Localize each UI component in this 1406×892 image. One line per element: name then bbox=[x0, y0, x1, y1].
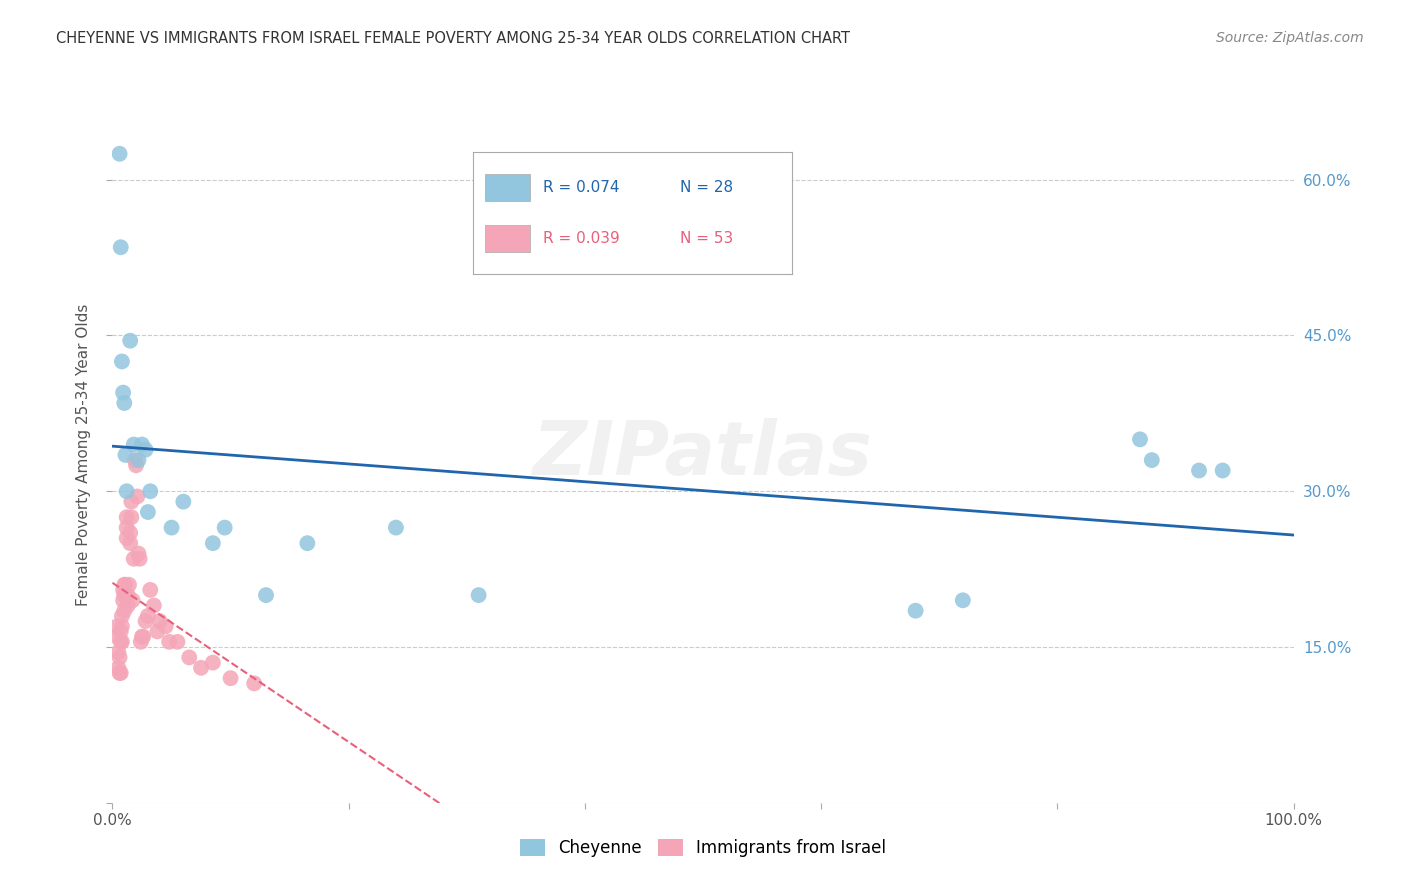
Point bbox=[243, 676, 266, 690]
Point bbox=[135, 442, 157, 457]
Point bbox=[108, 146, 131, 161]
Point bbox=[111, 619, 134, 633]
Point bbox=[120, 525, 142, 540]
Point bbox=[952, 593, 974, 607]
Point bbox=[136, 505, 159, 519]
Point bbox=[107, 661, 129, 675]
Legend: Cheyenne, Immigrants from Israel: Cheyenne, Immigrants from Israel bbox=[513, 832, 893, 864]
Point bbox=[127, 547, 149, 561]
Point bbox=[115, 510, 138, 524]
Point bbox=[112, 593, 135, 607]
Point bbox=[155, 619, 177, 633]
Point bbox=[121, 593, 143, 607]
Point bbox=[127, 453, 149, 467]
Point bbox=[110, 624, 132, 639]
Point bbox=[149, 614, 172, 628]
Point bbox=[111, 608, 134, 623]
Point bbox=[1140, 453, 1163, 467]
Point bbox=[107, 645, 129, 659]
Point bbox=[112, 604, 135, 618]
Point bbox=[201, 656, 224, 670]
Point bbox=[108, 650, 131, 665]
Point bbox=[160, 520, 183, 534]
Point bbox=[124, 453, 146, 467]
Point bbox=[135, 614, 157, 628]
Point bbox=[105, 619, 128, 633]
Point bbox=[108, 665, 131, 680]
Point bbox=[142, 599, 165, 613]
Point bbox=[122, 437, 145, 451]
Point bbox=[201, 536, 224, 550]
Point bbox=[132, 630, 155, 644]
Point bbox=[179, 650, 201, 665]
Point bbox=[118, 578, 141, 592]
Y-axis label: Female Poverty Among 25-34 Year Olds: Female Poverty Among 25-34 Year Olds bbox=[76, 304, 91, 606]
Point bbox=[131, 630, 153, 644]
Point bbox=[115, 520, 138, 534]
Text: ZIPatlas: ZIPatlas bbox=[533, 418, 873, 491]
Point bbox=[111, 354, 134, 368]
Point bbox=[120, 536, 142, 550]
Point bbox=[110, 635, 132, 649]
Point bbox=[112, 588, 135, 602]
Point bbox=[114, 578, 136, 592]
Point bbox=[1129, 433, 1152, 447]
Text: CHEYENNE VS IMMIGRANTS FROM ISRAEL FEMALE POVERTY AMONG 25-34 YEAR OLDS CORRELAT: CHEYENNE VS IMMIGRANTS FROM ISRAEL FEMAL… bbox=[56, 31, 851, 46]
Point bbox=[219, 671, 242, 685]
Point bbox=[112, 385, 135, 400]
Point bbox=[105, 630, 128, 644]
Text: Source: ZipAtlas.com: Source: ZipAtlas.com bbox=[1216, 31, 1364, 45]
Point bbox=[117, 599, 139, 613]
Point bbox=[297, 536, 319, 550]
Point bbox=[120, 510, 142, 524]
Point bbox=[214, 520, 236, 534]
Point bbox=[115, 531, 138, 545]
Point bbox=[385, 520, 408, 534]
Point bbox=[136, 608, 159, 623]
Point bbox=[120, 494, 142, 508]
Point bbox=[131, 437, 153, 451]
Point bbox=[128, 551, 150, 566]
Point bbox=[904, 604, 927, 618]
Point bbox=[139, 484, 162, 499]
Point bbox=[114, 448, 136, 462]
Point bbox=[172, 494, 194, 508]
Point bbox=[166, 635, 188, 649]
Point bbox=[1188, 463, 1211, 477]
Point bbox=[146, 624, 169, 639]
Point bbox=[114, 588, 136, 602]
Point bbox=[157, 635, 180, 649]
Point bbox=[111, 635, 134, 649]
Point bbox=[112, 582, 135, 597]
Point bbox=[120, 334, 142, 348]
Point bbox=[117, 588, 139, 602]
Point bbox=[122, 551, 145, 566]
Point bbox=[139, 582, 162, 597]
Point bbox=[112, 578, 135, 592]
Point bbox=[125, 458, 148, 473]
Point bbox=[110, 665, 132, 680]
Point bbox=[129, 635, 152, 649]
Point bbox=[190, 661, 212, 675]
Point bbox=[115, 484, 138, 499]
Point bbox=[467, 588, 489, 602]
Point bbox=[112, 396, 135, 410]
Point bbox=[110, 240, 132, 254]
Point bbox=[1212, 463, 1234, 477]
Point bbox=[254, 588, 277, 602]
Point bbox=[127, 490, 149, 504]
